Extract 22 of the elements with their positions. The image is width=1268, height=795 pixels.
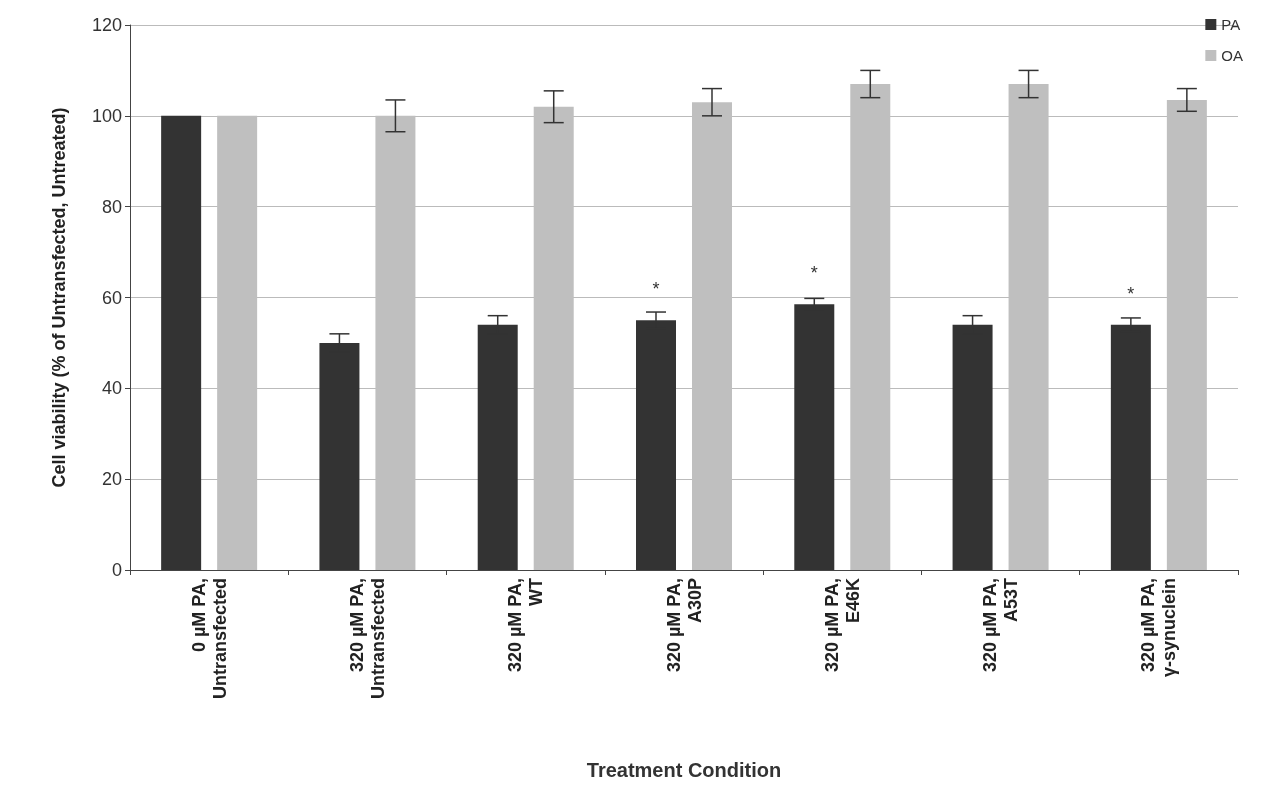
y-tick-label: 80 <box>101 196 122 217</box>
x-axis-title: Treatment Condition <box>586 759 782 781</box>
data-label: * <box>1127 283 1135 304</box>
x-tick-label: 320 µM PA, γ-synuclein <box>1138 578 1180 678</box>
y-tick-label: 20 <box>101 469 122 490</box>
x-tick-label: 320 µM PA, A30P <box>663 578 705 673</box>
y-tick-label: 0 <box>111 560 122 580</box>
y-axis-title: Cell viability (% of Untransfected, Untreated) <box>49 107 69 488</box>
y-tick-label: 120 <box>91 15 122 35</box>
y-tick-label: 60 <box>101 287 122 308</box>
x-tick-label: 320 µM PA, E46K <box>821 578 863 673</box>
data-label: * <box>810 263 818 284</box>
y-tick-label: 100 <box>91 105 122 126</box>
legend-label: PA <box>1221 16 1241 33</box>
data-label: * <box>652 279 660 300</box>
legend-label: OA <box>1221 47 1244 64</box>
y-tick-label: 40 <box>101 378 122 399</box>
x-tick-label: 320 µM PA, Untransfected <box>346 578 388 700</box>
bar <box>161 115 202 570</box>
x-tick-label: 320 µM PA, WT <box>505 578 547 673</box>
x-tick-label: 320 µM PA, A53T <box>980 578 1022 673</box>
x-tick-label: 0 µM PA, Untransfected <box>188 578 230 700</box>
